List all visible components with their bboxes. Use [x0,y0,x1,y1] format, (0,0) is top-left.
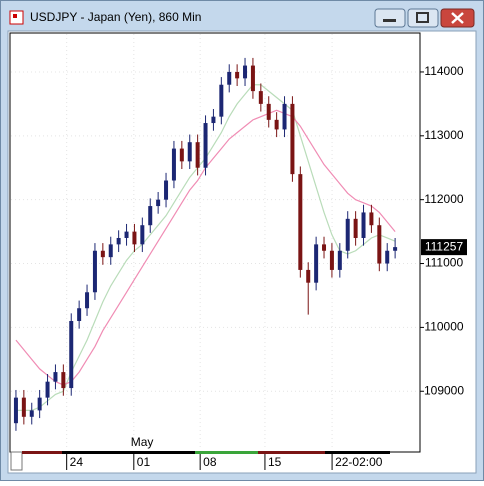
candle-body [377,225,382,264]
candle-body [45,381,50,398]
candle-body [314,244,319,283]
candle-body [85,292,90,309]
candle-body [345,218,350,251]
y-tick-label: 112000 [424,192,463,206]
candle-body [211,116,216,124]
candle-body [195,142,200,168]
candle-body [108,244,113,258]
session-strip [22,451,62,454]
candle-body [164,180,169,200]
candle-body [353,218,358,238]
candle-body [243,65,248,79]
scroll-box[interactable] [10,451,23,471]
candle-body [13,397,18,424]
candle-body [21,397,26,417]
window-title: USDJPY - Japan (Yen), 860 Min [30,10,201,24]
candle-body [361,212,366,238]
candle-body [393,247,398,251]
app-icon-dot [13,14,17,18]
x-tick-label: 01 [137,455,151,469]
session-strip [195,451,258,454]
close-icon [451,12,464,24]
y-tick-label: 110000 [424,320,463,334]
candle-body [250,65,255,92]
session-strip [62,451,195,454]
y-tick-label: 113000 [424,128,463,142]
plot-area [9,32,421,453]
session-strip [258,451,325,454]
candle-body [322,244,327,251]
candle-body [124,231,129,238]
minimize-icon [383,19,396,22]
last-price-label: 111257 [425,239,464,253]
candle-body [227,71,232,85]
candle-body [156,199,161,207]
candle-body [306,269,311,283]
candle-body [132,231,137,245]
candle-body [337,250,342,270]
candle-body [203,123,208,168]
candle-body [258,91,263,104]
x-tick-label: 22-02:00 [335,455,383,469]
candle-body [171,148,176,181]
candle-body [385,250,390,264]
candle-body [282,103,287,130]
candle-body [179,148,184,162]
candle-body [219,84,224,117]
minimize-button[interactable] [374,8,406,28]
x-tick-label: 15 [268,455,282,469]
y-tick-label: 109000 [424,383,464,397]
last-price-box [421,239,467,256]
candle-body [116,237,121,245]
candle-body [140,225,145,245]
candle-body [69,321,74,389]
candle-body [100,250,105,258]
candle-body [235,71,240,79]
y-tick-label: 111000 [425,256,464,270]
x-tick-label: 08 [203,455,217,469]
x-tick-label: 24 [70,455,84,469]
month-label: May [131,435,154,449]
candle-body [77,308,82,322]
candle-body [369,212,374,226]
candle-body [274,119,279,130]
candle-body [329,250,334,270]
candle-body [290,103,295,175]
candle-body [37,397,42,411]
candle-body [298,174,303,270]
maximize-button[interactable] [407,8,439,28]
candle-body [29,410,34,417]
y-tick-label: 114000 [424,64,463,78]
maximize-icon [416,12,429,23]
candle-body [53,372,58,382]
candle-body [148,206,153,226]
candle-body [92,250,97,293]
candle-body [61,372,66,389]
candle-body [187,142,192,162]
session-strip [325,451,390,454]
candle-body [266,103,271,120]
